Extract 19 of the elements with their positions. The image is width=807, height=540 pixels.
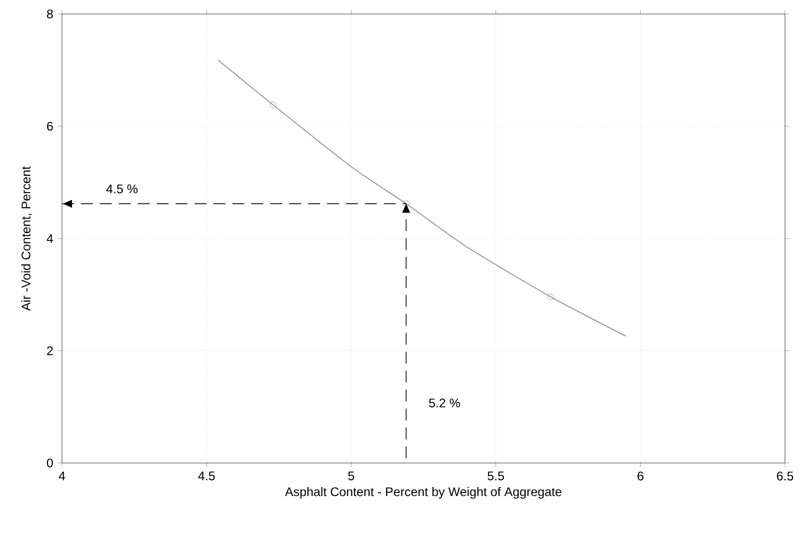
y-tick-label: 8 (46, 10, 53, 18)
point (270, 102, 276, 108)
y-axis-title: Air -Void Content, Percent (21, 166, 32, 311)
x-tick-label: 5.5 (488, 472, 504, 480)
annotation: 4.5 % (106, 184, 138, 194)
x-tick-label: 4.5 (198, 472, 215, 480)
x-tick-label: 4 (58, 472, 66, 480)
line-series (218, 60, 626, 337)
x-axis-title: Asphalt Content - Percent by Weight of Aggregate (285, 486, 562, 499)
y-tick-label: 6 (47, 122, 53, 131)
point (402, 200, 410, 207)
x-tick-label: 6 (638, 472, 644, 480)
y-tick-label: 4 (46, 234, 54, 243)
point (548, 294, 554, 300)
x-tick-label: 5 (348, 472, 354, 480)
x-tick-label: 6.5 (776, 472, 794, 480)
y-tick-label: 0 (46, 458, 53, 468)
y-tick-label: 2 (47, 346, 53, 356)
annotation: 5.2 % (429, 398, 460, 408)
